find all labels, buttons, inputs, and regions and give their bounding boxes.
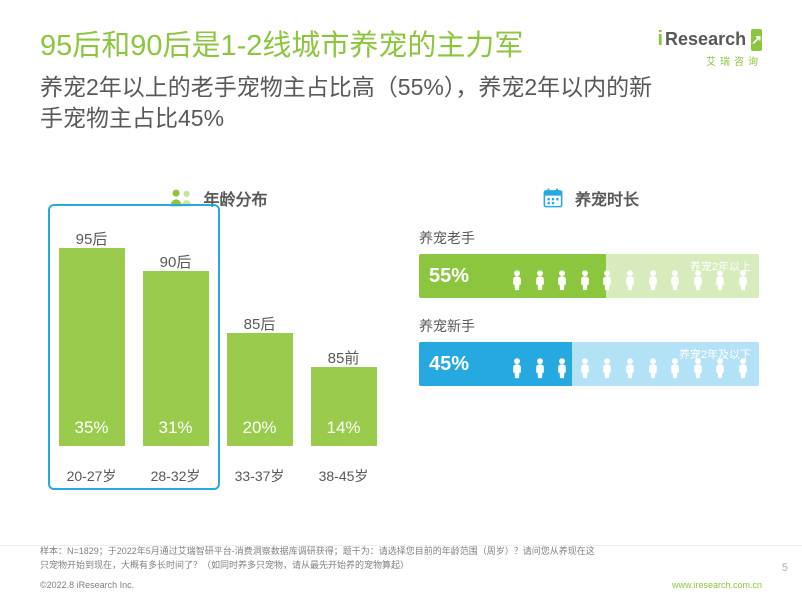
person-icon: [554, 357, 570, 384]
person-icon: [554, 269, 570, 296]
age-range-label: 38-45岁: [308, 466, 380, 486]
person-icon: [532, 269, 548, 296]
duration-row-title: 养宠新手: [419, 316, 759, 336]
logo-arrow-icon: [751, 29, 762, 51]
people-icon: [167, 187, 195, 209]
brand-logo: iResearch 艾瑞咨询: [658, 28, 762, 68]
person-icon: [645, 269, 661, 296]
person-icon: [712, 269, 728, 296]
duration-people-icons: [509, 254, 751, 298]
site-url: www.iresearch.com.cn: [672, 580, 762, 590]
age-bars: 35%95后31%90后20%85后14%85前: [40, 228, 395, 446]
person-icon: [735, 357, 751, 384]
person-icon: [667, 269, 683, 296]
age-bar: 20%85后: [227, 333, 293, 446]
logo-subtext: 艾瑞咨询: [658, 53, 762, 68]
duration-panel: 养宠时长 养宠老手 55%养宠2年以上养宠新手 45%养宠2年及以下: [419, 186, 759, 486]
age-bar-category: 85前: [311, 347, 377, 368]
age-bar-col: 31%90后: [140, 271, 212, 446]
age-bar-value: 20%: [227, 418, 293, 438]
person-icon: [690, 269, 706, 296]
person-icon: [667, 357, 683, 384]
person-icon: [577, 357, 593, 384]
duration-title: 养宠时长: [575, 186, 639, 210]
person-icon: [712, 357, 728, 384]
age-chart: 年龄分布 35%95后31%90后20%85后14%85前 20-27岁28-3…: [40, 186, 395, 486]
duration-bar: 55%养宠2年以上: [419, 254, 759, 298]
person-icon: [509, 357, 525, 384]
page-title: 95后和90后是1-2线城市养宠的主力军: [40, 28, 762, 64]
age-bar: 31%90后: [143, 271, 209, 446]
page-number: 5: [782, 562, 788, 574]
age-bar-category: 95后: [59, 228, 125, 249]
age-bar: 35%95后: [59, 248, 125, 446]
footnote: 样本：N=1829；于2022年5月通过艾瑞智研平台-消费洞察数据库调研获得；题…: [40, 545, 602, 572]
duration-row: 养宠老手 55%养宠2年以上: [419, 228, 759, 298]
person-icon: [690, 357, 706, 384]
age-bar-value: 14%: [311, 418, 377, 438]
person-icon: [645, 357, 661, 384]
brand-logo-row: iResearch: [658, 28, 762, 51]
duration-bar: 45%养宠2年及以下: [419, 342, 759, 386]
age-bar-category: 85后: [227, 313, 293, 334]
calendar-icon: [539, 187, 567, 209]
duration-header: 养宠时长: [419, 186, 759, 210]
person-icon: [599, 357, 615, 384]
duration-row: 养宠新手 45%养宠2年及以下: [419, 316, 759, 386]
person-icon: [735, 269, 751, 296]
slide-root: iResearch 艾瑞咨询 95后和90后是1-2线城市养宠的主力军 养宠2年…: [0, 0, 802, 602]
person-icon: [532, 357, 548, 384]
duration-rows: 养宠老手 55%养宠2年以上养宠新手 45%养宠2年及以下: [419, 228, 759, 386]
content-row: 年龄分布 35%95后31%90后20%85后14%85前 20-27岁28-3…: [40, 186, 762, 486]
person-icon: [577, 269, 593, 296]
age-bar-category: 90后: [143, 251, 209, 272]
age-bar-col: 35%95后: [56, 248, 128, 446]
page-subtitle: 养宠2年以上的老手宠物主占比高（55%），养宠2年以内的新手宠物主占比45%: [40, 72, 660, 134]
copyright: ©2022.8 iResearch Inc.: [40, 580, 134, 590]
age-range-label: 33-37岁: [224, 466, 296, 486]
person-icon: [509, 269, 525, 296]
age-range-labels: 20-27岁 28-32岁 33-37岁 38-45岁: [40, 466, 395, 486]
duration-people-icons: [509, 342, 751, 386]
age-bar: 14%85前: [311, 367, 377, 446]
person-icon: [622, 357, 638, 384]
age-bar-col: 20%85后: [224, 333, 296, 446]
duration-pct: 45%: [429, 353, 469, 376]
age-chart-title: 年龄分布: [203, 186, 267, 210]
age-range-label: 28-32岁: [140, 466, 212, 486]
age-bar-value: 31%: [143, 418, 209, 438]
logo-i: i: [657, 28, 663, 51]
duration-pct: 55%: [429, 265, 469, 288]
logo-text: Research: [665, 29, 746, 50]
age-chart-header: 年龄分布: [40, 186, 395, 210]
age-bar-col: 14%85前: [308, 367, 380, 446]
age-range-label: 20-27岁: [56, 466, 128, 486]
duration-row-title: 养宠老手: [419, 228, 759, 248]
person-icon: [599, 269, 615, 296]
age-bar-value: 35%: [59, 418, 125, 438]
person-icon: [622, 269, 638, 296]
